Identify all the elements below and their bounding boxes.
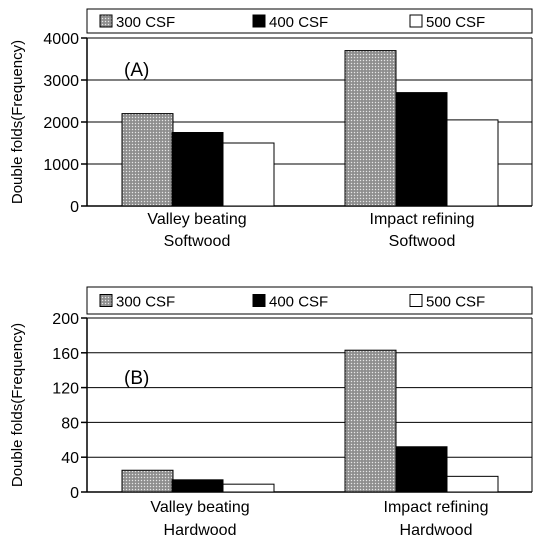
- y-tick-label: 120: [52, 381, 79, 398]
- bar-1-series-1: [121, 113, 174, 207]
- y-axis-label: Double folds(Frequency): [9, 40, 26, 204]
- bar-2-series-1: [344, 349, 397, 493]
- legend-swatch-1: [99, 14, 113, 28]
- category-label-1: Valley beating: [150, 499, 249, 516]
- y-tick-label: 160: [52, 346, 79, 363]
- category-label-2: Impact refining: [384, 499, 489, 516]
- bar-2-series-3: [446, 119, 499, 207]
- category-label-2: Hardwood: [400, 522, 473, 539]
- category-label-2: Softwood: [389, 233, 456, 250]
- bar-1-series-2: [171, 132, 224, 207]
- legend-box: [86, 8, 533, 34]
- y-tick-label: 0: [70, 199, 79, 216]
- panel-label: (A): [124, 60, 149, 81]
- bar-2-series-3: [446, 475, 499, 493]
- legend-label-2: 400 CSF: [269, 294, 328, 311]
- legend: 300 CSF 400 CSF 500 CSF: [86, 8, 533, 34]
- legend-label-3: 500 CSF: [426, 14, 485, 31]
- bar-2-series-1: [344, 50, 397, 207]
- y-tick-label: 3000: [43, 73, 79, 90]
- bar-1-series-1: [121, 469, 174, 493]
- category-label-1: Hardwood: [164, 522, 237, 539]
- bar-2-series-2: [395, 92, 448, 207]
- y-tick-label: 0: [70, 485, 79, 502]
- legend-label-3: 500 CSF: [426, 294, 485, 311]
- y-axis-label: Double folds(Frequency): [9, 323, 26, 487]
- legend-label-1: 300 CSF: [116, 14, 175, 31]
- bar-1-series-3: [222, 142, 275, 207]
- panel-label: (B): [124, 368, 149, 389]
- legend: 300 CSF 400 CSF 500 CSF: [86, 286, 533, 315]
- legend-swatch-3: [409, 294, 423, 307]
- category-label-1: Softwood: [164, 233, 231, 250]
- legend-label-2: 400 CSF: [269, 14, 328, 31]
- bar-1-series-2: [171, 479, 224, 493]
- category-label-2: Impact refining: [370, 211, 475, 228]
- legend-label-1: 300 CSF: [116, 294, 175, 311]
- y-tick-label: 1000: [43, 157, 79, 174]
- legend-swatch-2: [252, 14, 266, 28]
- y-tick-label: 2000: [43, 115, 79, 132]
- bar-2-series-2: [395, 446, 448, 493]
- y-tick-label: 4000: [43, 31, 79, 48]
- chart-a: 300 CSF 400 CSF 500 CSF 0 1000 2000 3000 4000 (A…: [9, 8, 533, 250]
- legend-swatch-2: [252, 294, 266, 307]
- y-tick-label: 80: [61, 415, 79, 432]
- bar-1-series-3: [222, 483, 275, 493]
- legend-swatch-1: [99, 294, 113, 307]
- chart-b: 300 CSF 400 CSF 500 CSF 0 40 80 120 160 200 (B) Do…: [9, 286, 533, 539]
- y-tick-label: 40: [61, 450, 79, 467]
- legend-box: [86, 286, 533, 315]
- category-label-1: Valley beating: [147, 211, 246, 228]
- legend-swatch-3: [409, 14, 423, 28]
- y-tick-label: 200: [52, 311, 79, 328]
